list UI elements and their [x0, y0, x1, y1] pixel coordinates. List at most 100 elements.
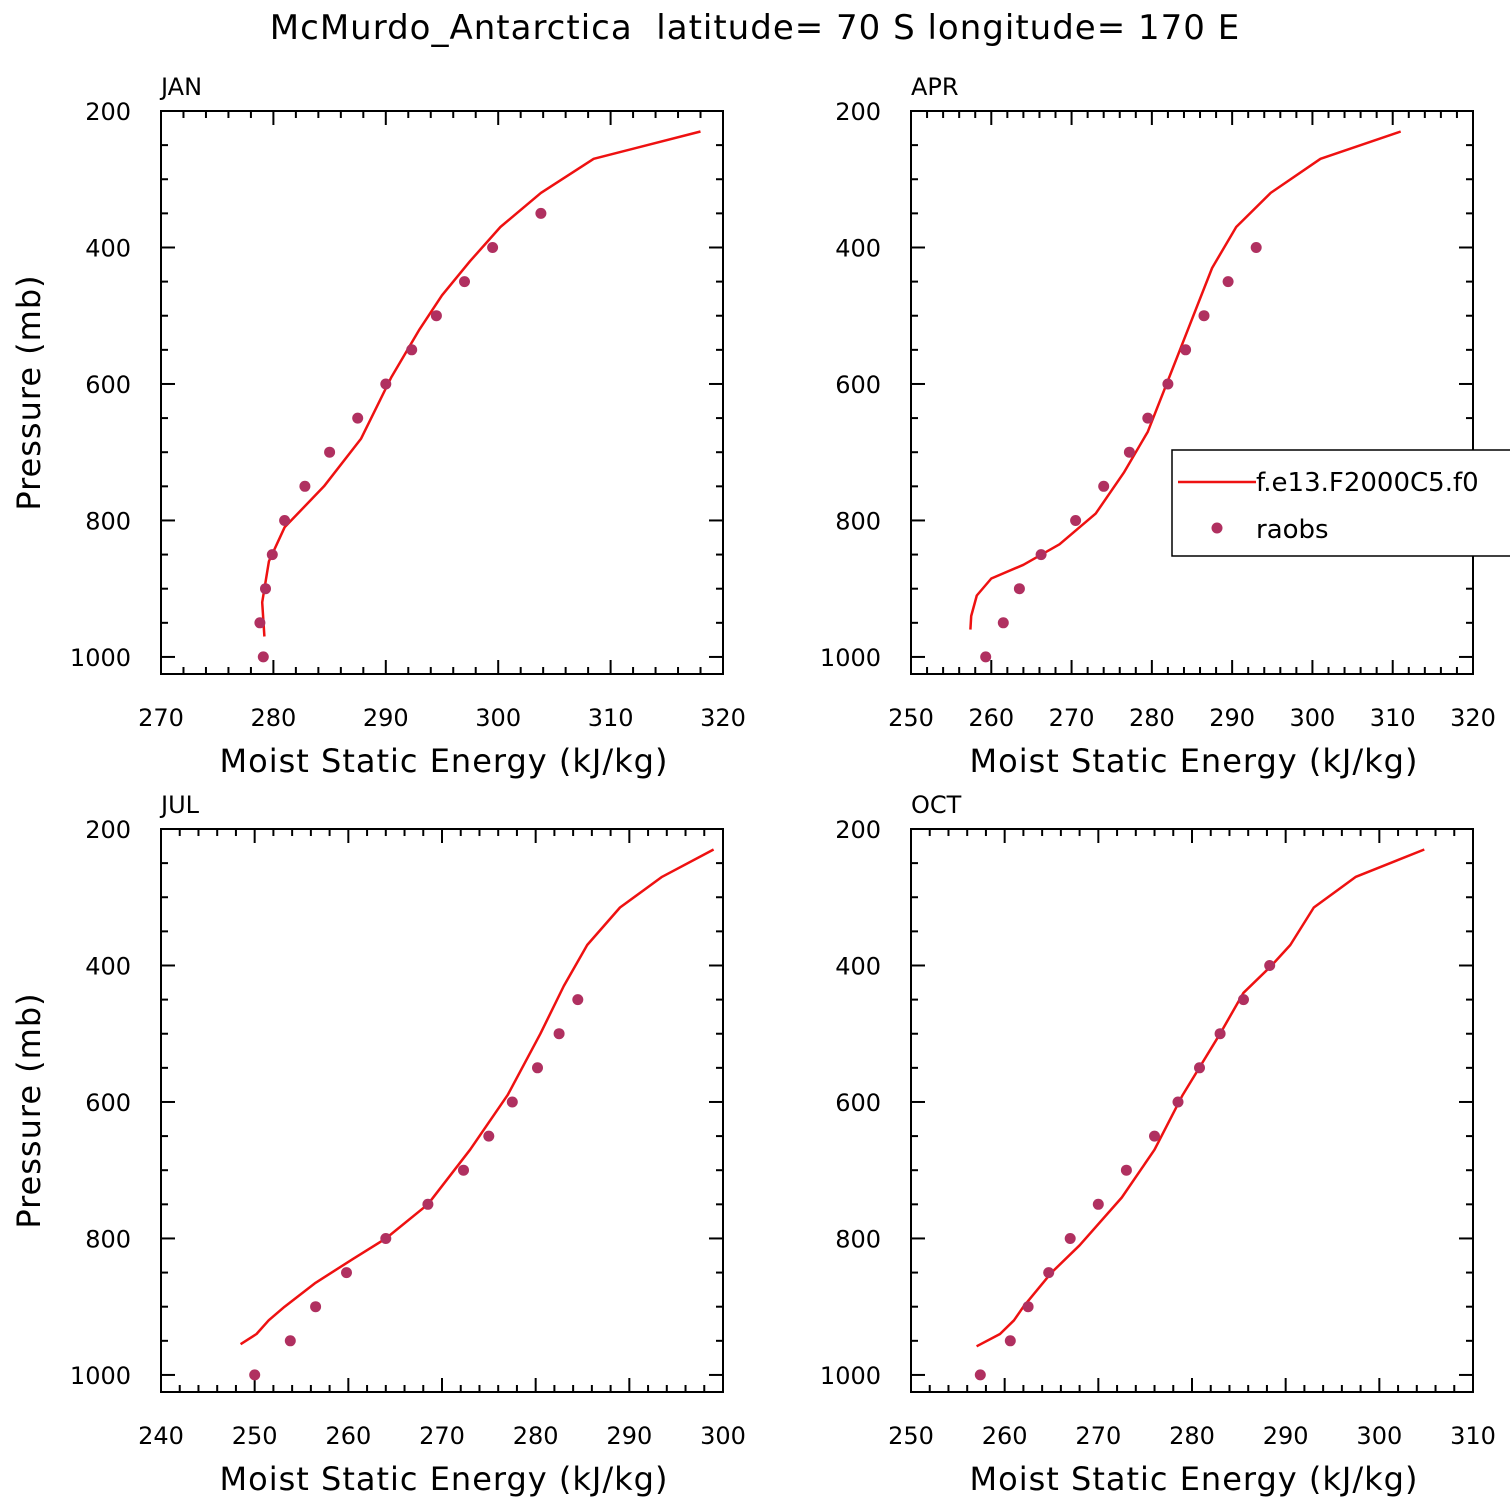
x-tick-label: 240 [138, 1422, 184, 1450]
raobs-point [341, 1267, 352, 1279]
legend-label-model: f.e13.F2000C5.f0 [1256, 468, 1479, 498]
model-line [969, 130, 1402, 630]
x-tick-label: 270 [138, 704, 184, 732]
y-tick-label: 800 [85, 1225, 131, 1253]
raobs-point [1222, 276, 1234, 288]
raobs-point [1250, 242, 1262, 253]
model-line [239, 848, 715, 1346]
raobs-point [1043, 1267, 1055, 1279]
legend: f.e13.F2000C5.f0 raobs [1171, 449, 1510, 557]
raobs-point [506, 1096, 518, 1108]
y-tick-label: 200 [835, 98, 881, 126]
x-tick-label: 310 [1370, 704, 1416, 732]
y-tick-label: 800 [835, 507, 881, 535]
plot-frame [910, 828, 1474, 1393]
model-line [260, 130, 701, 637]
y-tick-label: 1000 [820, 1362, 881, 1390]
x-tick-label: 320 [700, 704, 746, 732]
panel-oct: 250 260 270 280 290 300 310 200 400 600 800 1000 OCT… [820, 791, 1496, 1498]
raobs-point [380, 1233, 392, 1244]
panel-apr: 250 260 270 280 290 300 310 320 200 400 600 800 1000… [820, 73, 1496, 780]
raobs-point [1004, 1335, 1016, 1347]
raobs-point [380, 378, 392, 390]
x-axis-title: Moist Static Energy (kJ/kg) [970, 1460, 1419, 1498]
x-tick-label: 250 [232, 1422, 278, 1450]
x-tick-label: 260 [325, 1422, 371, 1450]
raobs-point [279, 515, 291, 526]
x-tick-label: 250 [888, 704, 934, 732]
panel-label: JAN [159, 73, 202, 101]
raobs-point [459, 276, 470, 288]
y-tick-label: 200 [85, 98, 131, 126]
x-tick-label: 310 [1450, 1422, 1496, 1450]
y-tick-label: 400 [835, 952, 881, 980]
plot-frame [910, 110, 1474, 675]
x-tick-label: 280 [1129, 704, 1175, 732]
raobs-point [284, 1335, 296, 1347]
raobs-point [483, 1130, 495, 1142]
raobs-point [980, 651, 992, 663]
x-tick-label: 280 [250, 704, 296, 732]
y-tick-label: 1000 [70, 644, 131, 672]
raobs-point [310, 1301, 322, 1313]
x-tick-label: 290 [1209, 704, 1255, 732]
x-axis-title: Moist Static Energy (kJ/kg) [220, 742, 669, 780]
raobs-point [1022, 1301, 1034, 1313]
plot-frame [160, 828, 724, 1393]
raobs-point [1149, 1130, 1160, 1142]
x-tick-label: 300 [700, 1422, 746, 1450]
x-tick-label: 270 [1075, 1422, 1121, 1450]
raobs-point [249, 1369, 261, 1381]
y-tick-label: 800 [835, 1225, 881, 1253]
x-tick-label: 280 [1169, 1422, 1215, 1450]
x-axis-title: Moist Static Energy (kJ/kg) [970, 742, 1419, 780]
x-tick-label: 260 [968, 704, 1014, 732]
x-axis-title: Moist Static Energy (kJ/kg) [220, 1460, 669, 1498]
raobs-point [487, 242, 499, 253]
y-tick-label: 800 [85, 507, 131, 535]
raobs-point [1172, 1096, 1184, 1108]
raobs-point [1098, 480, 1110, 492]
figure-title: McMurdo_Antarctica latitude= 70 S longit… [269, 8, 1241, 48]
x-tick-label: 290 [363, 704, 409, 732]
x-tick-label: 290 [606, 1422, 652, 1450]
raobs-point [553, 1028, 565, 1040]
raobs-point [422, 1198, 434, 1210]
raobs-point [430, 310, 442, 322]
panel-label: OCT [911, 791, 962, 819]
panel-label: APR [911, 73, 959, 101]
model-line [976, 848, 1425, 1348]
raobs-point [1013, 583, 1025, 595]
raobs-point [997, 617, 1009, 629]
y-axis-title: Pressure (mb) [10, 992, 48, 1228]
raobs-point [299, 480, 311, 492]
x-tick-label: 260 [982, 1422, 1028, 1450]
x-tick-label: 320 [1450, 704, 1496, 732]
raobs-point [1120, 1164, 1132, 1176]
y-tick-label: 600 [835, 1089, 881, 1117]
x-tick-label: 280 [513, 1422, 559, 1450]
y-tick-label: 400 [85, 234, 131, 262]
raobs-point [535, 207, 547, 219]
x-tick-label: 290 [1263, 1422, 1309, 1450]
legend-marker-swatch [1211, 522, 1223, 534]
raobs-point [1198, 310, 1210, 322]
panel-label: JUL [159, 791, 200, 819]
panel-jan: 270 280 290 300 310 320 200 400 600 800 1000 JAN Moi… [10, 73, 746, 780]
panel-jul: 240 250 260 270 280 290 300 200 400 600 800 1000 JUL… [10, 791, 746, 1498]
y-tick-label: 600 [85, 371, 131, 399]
raobs-point [1064, 1233, 1076, 1244]
raobs-point [266, 549, 278, 561]
raobs-point [352, 412, 364, 424]
y-tick-label: 1000 [70, 1362, 131, 1390]
y-tick-label: 200 [835, 816, 881, 844]
raobs-point [324, 446, 336, 458]
x-tick-label: 300 [1356, 1422, 1402, 1450]
raobs-point [974, 1369, 986, 1381]
x-tick-label: 270 [419, 1422, 465, 1450]
plot-frame [160, 110, 724, 675]
raobs-point [1092, 1198, 1104, 1210]
y-tick-label: 200 [85, 816, 131, 844]
raobs-point [1238, 994, 1249, 1006]
